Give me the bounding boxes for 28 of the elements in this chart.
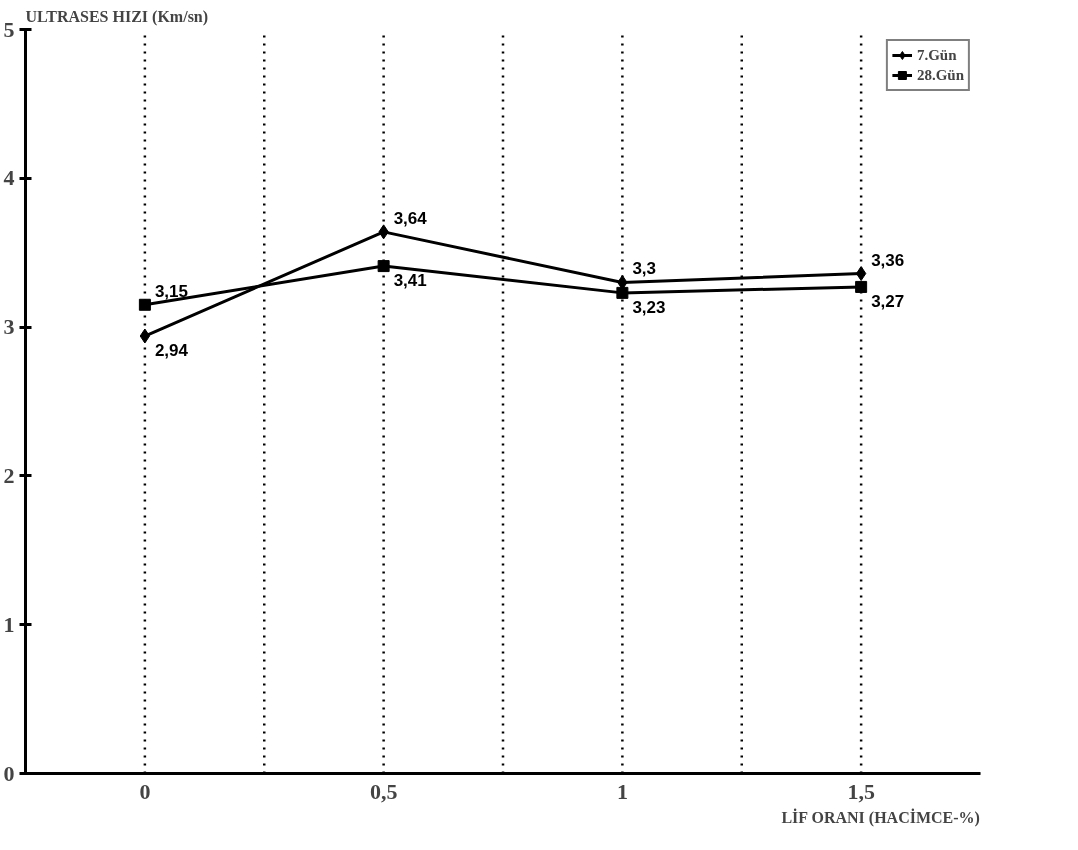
point	[139, 328, 151, 344]
point	[377, 260, 390, 273]
point	[855, 266, 867, 282]
data-label: 3,64	[393, 208, 428, 228]
y-tick-label: 4	[3, 165, 15, 191]
legend-label: 28.Gün	[916, 66, 964, 84]
data-label: 3,27	[871, 291, 905, 311]
x-tick-label: 0,5	[369, 778, 398, 804]
data-label: 2,94	[154, 341, 189, 361]
point	[616, 286, 629, 299]
data-label: 3,41	[393, 271, 427, 291]
point	[138, 298, 151, 311]
y-tick-label: 5	[3, 16, 15, 42]
x-tick-label: 0	[139, 778, 151, 804]
data-label: 3,15	[154, 281, 188, 301]
x-tick-label: 1,5	[847, 778, 875, 804]
y-tick-label: 0	[3, 760, 15, 786]
point	[855, 280, 868, 293]
data-label: 3,23	[632, 297, 666, 317]
data-label: 3,3	[632, 259, 657, 279]
y-axis-title: ULTRASES HIZI (Km/sn)	[25, 7, 209, 26]
x-axis-title: LİF ORANI (HACİMCE-%)	[781, 807, 980, 827]
y-tick-label: 2	[3, 462, 15, 488]
data-label: 3,36	[871, 250, 905, 270]
legend-label: 7.Gün	[916, 46, 957, 64]
x-tick-label: 1	[616, 778, 628, 804]
y-tick-label: 1	[3, 611, 15, 637]
y-tick-label: 3	[3, 314, 15, 340]
